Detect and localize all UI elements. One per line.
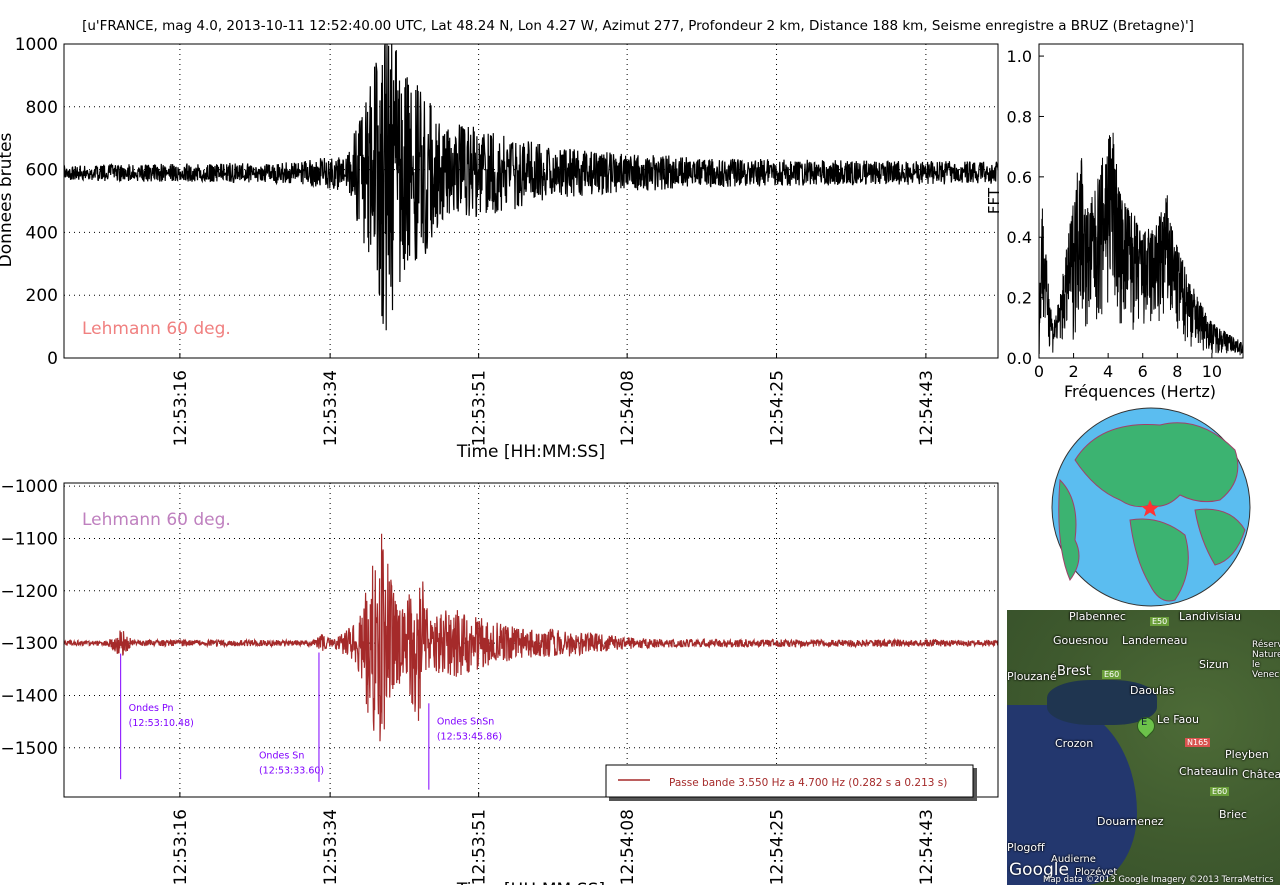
legend-label: Passe bande 3.550 Hz a 4.700 Hz (0.282 s… (669, 777, 947, 789)
map-place: Audierne (1051, 854, 1096, 865)
map-place: Plabennec (1069, 610, 1126, 623)
y-tick-label: 0.2 (1007, 289, 1032, 308)
phase-time: (12:53:33.60) (259, 765, 324, 776)
x-tick-label: 6 (1138, 362, 1148, 381)
y-tick-label: −1100 (0, 529, 58, 549)
map-place: Crozon (1055, 737, 1094, 750)
y-tick-label: 0 (47, 349, 58, 369)
map-attribution: Map data ©2013 Google Imagery ©2013 Terr… (1043, 875, 1274, 885)
x-tick-label: 12:53:16 (171, 370, 191, 446)
legend-box (605, 764, 974, 798)
location-map[interactable]: Plabennec Landivisiau Gouesnou Landernea… (1007, 610, 1280, 885)
station-label: Lehmann 60 deg. (82, 319, 231, 339)
map-place: Landivisiau (1179, 610, 1241, 623)
phase-time: (12:53:45.86) (437, 731, 502, 742)
map-place: Sizun (1199, 658, 1229, 671)
x-tick-label: 12:53:16 (171, 809, 191, 885)
google-logo: Google (1009, 860, 1069, 880)
map-place: Pleyben (1225, 748, 1269, 761)
map-place: Brest (1057, 664, 1091, 679)
y-axis-label: FFT (985, 187, 1003, 214)
map-place: Briec (1219, 808, 1247, 821)
figure-title: [u'FRANCE, mag 4.0, 2013-10-11 12:52:40.… (82, 18, 1194, 34)
x-tick-label: 12:53:51 (470, 809, 490, 885)
x-axis-label: Fréquences (Hertz) (1064, 382, 1216, 401)
map-place: Douarnenez (1097, 815, 1164, 828)
globe-land-west (1058, 478, 1080, 581)
phase-name: Ondes Sn (259, 750, 304, 761)
waveform-series (63, 533, 999, 742)
y-tick-label: 400 (26, 223, 58, 243)
y-tick-label: 800 (26, 98, 58, 118)
plot-frame (63, 43, 999, 359)
map-road-badge: E60 (1210, 787, 1230, 796)
x-tick-label: 12:54:25 (768, 809, 788, 885)
phase-time: (12:53:10.48) (129, 718, 194, 729)
raw-seismogram-axes: 12:53:16 12:53:34 12:53:51 12:54:08 12:54:25… (0, 35, 999, 462)
x-tick-label: 12:54:08 (618, 809, 638, 885)
map-place: Plogoff (1007, 841, 1045, 854)
y-tick-label: 0.6 (1007, 168, 1032, 187)
x-tick-label: 12:54:25 (768, 370, 788, 446)
x-tick-label: 12:54:43 (917, 370, 937, 446)
map-place: Daoulas (1130, 684, 1175, 697)
y-tick-label: 0.4 (1007, 228, 1032, 247)
map-place: Plozévet (1075, 867, 1118, 878)
waveform-series (63, 43, 999, 331)
x-axis-label: Time [HH:MM:SS] (456, 880, 605, 885)
x-tick-label: 10 (1202, 362, 1222, 381)
y-tick-label: 0.8 (1007, 107, 1032, 126)
map-place: Plouzané (1007, 670, 1057, 683)
map-place: Le Faou (1157, 713, 1199, 726)
station-label: Lehmann 60 deg. (82, 510, 231, 530)
map-road-badge: N165 (1185, 738, 1211, 747)
map-place: Chateaulin (1179, 765, 1239, 778)
y-tick-label: −1500 (0, 739, 58, 759)
y-tick-label: 0.0 (1007, 349, 1032, 368)
map-place: Réserve Naturelle le Venec (1252, 640, 1280, 680)
y-tick-label: −1200 (0, 582, 58, 602)
y-axis-label: Donnees brutes (0, 132, 16, 267)
phase-name: Ondes Pn (129, 703, 174, 714)
map-road-badge: E50 (1150, 617, 1170, 626)
x-axis-label: Time [HH:MM:SS] (456, 442, 605, 462)
x-tick-label: 4 (1103, 362, 1113, 381)
x-tick-label: 2 (1068, 362, 1078, 381)
fft-axes: 0 2 4 6 8 10 0.0 0.2 0.4 0.6 0.8 1.0 FFT Fréquences (… (985, 43, 1244, 401)
map-bay (1047, 680, 1157, 725)
plot-frame (63, 482, 999, 798)
x-tick-label: 12:53:34 (321, 370, 341, 446)
x-tick-label: 12:54:43 (917, 809, 937, 885)
fft-series (1038, 132, 1244, 356)
y-tick-label: −1300 (0, 634, 58, 654)
y-tick-label: 600 (26, 161, 58, 181)
y-tick-label: 1000 (15, 35, 58, 55)
filtered-seismogram-axes: 12:53:16 12:53:34 12:53:51 12:54:08 12:54:25… (0, 477, 999, 885)
globe-land-africa (1129, 518, 1189, 602)
y-tick-label: 1.0 (1007, 47, 1032, 66)
plot-frame (1038, 43, 1244, 359)
phase-name: Ondes SnSn (437, 716, 494, 727)
x-tick-label: 8 (1172, 362, 1182, 381)
globe-land-east (1194, 508, 1246, 566)
map-place: Gouesnou (1053, 634, 1109, 647)
globe-land-north (1074, 422, 1239, 508)
x-tick-label: 12:53:51 (470, 370, 490, 446)
x-tick-label: 12:54:08 (618, 370, 638, 446)
x-tick-label: 0 (1034, 362, 1044, 381)
y-tick-label: −1000 (0, 477, 58, 497)
y-tick-label: −1400 (0, 686, 58, 706)
marker-label: E (1141, 717, 1148, 728)
globe-map (1051, 407, 1251, 607)
map-road-badge: E60 (1102, 670, 1122, 679)
map-place: Landerneau (1122, 634, 1188, 647)
epicenter-star-icon (1141, 500, 1159, 517)
y-tick-label: 200 (26, 286, 58, 306)
x-tick-label: 12:53:34 (321, 809, 341, 885)
map-place: Châteauneuf (1242, 768, 1280, 781)
